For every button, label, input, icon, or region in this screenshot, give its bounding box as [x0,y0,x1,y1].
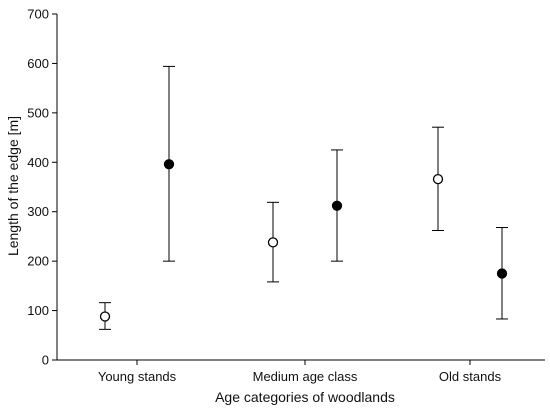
y-tick-label: 600 [27,56,49,71]
filled-data-point [163,159,175,170]
y-axis-title: Length of the edge [m] [5,116,21,256]
x-tick-label: Old stands [439,369,502,384]
y-tick-label: 500 [27,105,49,120]
open-data-point [432,173,444,185]
open-data-point [99,311,111,322]
y-tick-label: 100 [27,303,49,318]
y-tick-label: 400 [27,155,49,170]
y-tick-label: 200 [27,254,49,269]
open-data-point [267,237,279,248]
filled-data-point [331,200,343,211]
x-tick-label: Young stands [98,369,177,384]
x-axis-title: Age categories of woodlands [215,389,395,405]
y-tick-label: 700 [27,7,49,22]
x-tick-label: Medium age class [253,369,358,384]
filled-data-point [496,268,508,279]
y-tick-label: 0 [42,353,49,368]
y-tick-label: 300 [27,204,49,219]
